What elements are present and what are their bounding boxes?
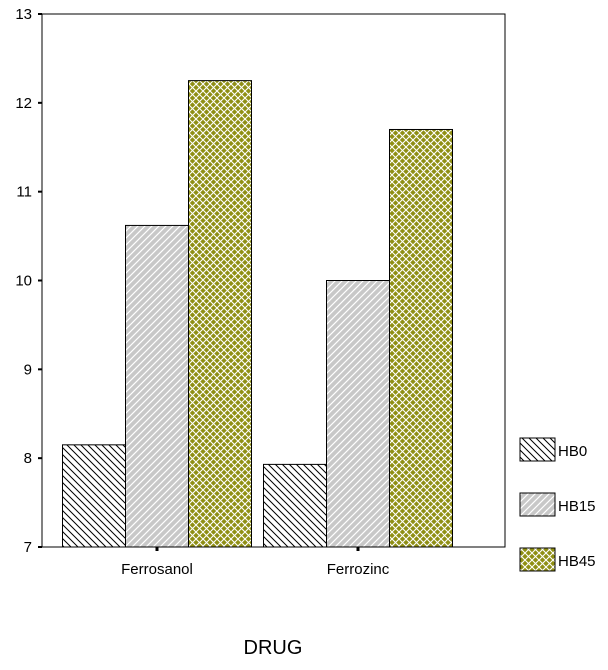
y-tick-label: 13 (15, 6, 32, 23)
y-axis: 7 8 9 10 11 12 13 (15, 6, 42, 556)
bar-hb15-ferrosanol (125, 224, 189, 548)
bar-hb15-ferrozinc (326, 280, 390, 548)
y-tick-label: 8 (24, 450, 32, 467)
x-tick-label: Ferrosanol (121, 561, 193, 578)
x-tick-label: Ferrozinc (327, 561, 390, 578)
bar-hb45-ferrozinc (389, 128, 453, 548)
legend-swatch-hb15 (519, 492, 556, 517)
y-tick-label: 12 (15, 95, 32, 112)
legend-swatch-hb0 (519, 437, 556, 462)
legend-label-hb15: HB15 (558, 498, 596, 515)
legend: HB0 HB15 HB45 (519, 437, 596, 572)
bar-hb45-ferrosanol (188, 80, 252, 548)
y-tick-label: 9 (24, 361, 32, 378)
x-axis-title: DRUG (244, 637, 303, 659)
bars (62, 80, 453, 548)
bar-hb0-ferrosanol (62, 444, 126, 548)
y-tick-label: 7 (24, 539, 32, 556)
legend-label-hb45: HB45 (558, 553, 596, 570)
x-axis: Ferrosanol Ferrozinc (121, 547, 390, 578)
legend-label-hb0: HB0 (558, 443, 587, 460)
legend-swatch-hb45 (519, 547, 556, 572)
y-tick-label: 10 (15, 273, 32, 290)
y-tick-label: 11 (16, 184, 32, 201)
bar-hb0-ferrozinc (263, 463, 327, 548)
